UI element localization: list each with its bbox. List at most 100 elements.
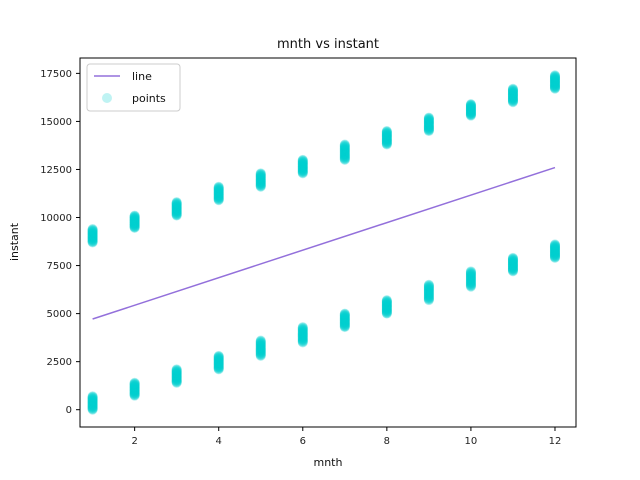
data-point: [129, 212, 140, 223]
data-point: [213, 360, 224, 371]
data-point: [339, 142, 350, 153]
data-point: [549, 242, 560, 253]
data-point: [297, 336, 308, 347]
data-point: [297, 157, 308, 168]
data-point: [297, 168, 308, 179]
x-tick-label: 6: [300, 436, 306, 447]
data-point: [465, 100, 476, 111]
data-point: [129, 378, 140, 389]
data-point: [171, 377, 182, 388]
data-point: [171, 374, 182, 385]
data-point: [507, 253, 518, 264]
data-point: [297, 161, 308, 172]
data-point: [339, 315, 350, 326]
point-stack: [507, 83, 518, 108]
data-point: [297, 160, 308, 171]
data-point: [129, 385, 140, 396]
data-point: [297, 156, 308, 167]
data-point: [255, 346, 266, 357]
data-point: [297, 324, 308, 335]
data-point: [423, 286, 434, 297]
data-point: [129, 383, 140, 394]
y-tick-label: 2500: [47, 357, 72, 368]
data-point: [381, 132, 392, 143]
data-point: [339, 318, 350, 329]
data-point: [549, 71, 560, 82]
data-point: [129, 379, 140, 390]
data-point: [465, 106, 476, 117]
data-point: [507, 96, 518, 107]
point-stack: [87, 391, 98, 415]
data-point: [255, 341, 266, 352]
data-point: [213, 362, 224, 373]
data-point: [87, 399, 98, 410]
data-point: [297, 324, 308, 335]
data-point: [339, 153, 350, 164]
data-point: [549, 248, 560, 259]
data-point: [87, 224, 98, 235]
data-point: [507, 258, 518, 269]
data-point: [171, 364, 182, 375]
data-point: [213, 359, 224, 370]
data-point: [129, 381, 140, 392]
data-point: [255, 180, 266, 191]
data-point: [423, 123, 434, 134]
data-point: [465, 109, 476, 120]
data-point: [171, 202, 182, 213]
data-point: [423, 117, 434, 128]
data-point: [297, 165, 308, 176]
data-point: [423, 115, 434, 126]
data-point: [297, 331, 308, 342]
data-point: [87, 237, 98, 248]
data-point: [507, 85, 518, 96]
data-point: [507, 264, 518, 275]
data-point: [129, 213, 140, 224]
data-point: [129, 379, 140, 390]
data-point: [297, 335, 308, 346]
point-stack: [171, 364, 182, 388]
data-point: [255, 336, 266, 347]
data-point: [171, 198, 182, 209]
data-point: [339, 149, 350, 160]
point-stack: [297, 154, 308, 179]
data-point: [213, 193, 224, 204]
data-point: [129, 387, 140, 398]
y-tick-label: 17500: [40, 69, 72, 80]
data-point: [87, 401, 98, 412]
data-point: [255, 342, 266, 353]
data-point: [381, 295, 392, 306]
data-point: [129, 216, 140, 227]
x-tick-label: 2: [131, 436, 137, 447]
point-stack: [465, 99, 476, 121]
data-point: [381, 126, 392, 137]
data-point: [549, 240, 560, 251]
data-point: [465, 102, 476, 113]
data-point: [297, 159, 308, 170]
data-point: [339, 317, 350, 328]
data-point: [423, 120, 434, 131]
data-point: [507, 256, 518, 267]
data-point: [255, 169, 266, 180]
x-tick-label: 4: [216, 436, 222, 447]
data-point: [465, 271, 476, 282]
data-point: [549, 72, 560, 83]
data-point: [507, 265, 518, 276]
y-tick-label: 0: [66, 405, 72, 416]
data-point: [339, 321, 350, 332]
data-point: [549, 243, 560, 254]
data-point: [255, 339, 266, 350]
data-point: [129, 382, 140, 393]
data-point: [87, 393, 98, 404]
data-point: [297, 162, 308, 173]
data-point: [423, 123, 434, 134]
data-point: [507, 259, 518, 270]
data-point: [87, 395, 98, 406]
legend-points-swatch: [102, 93, 112, 103]
data-point: [129, 218, 140, 229]
data-point: [171, 209, 182, 220]
data-point: [423, 287, 434, 298]
data-point: [171, 208, 182, 219]
data-point: [297, 155, 308, 166]
data-point: [171, 373, 182, 384]
data-point: [213, 186, 224, 197]
